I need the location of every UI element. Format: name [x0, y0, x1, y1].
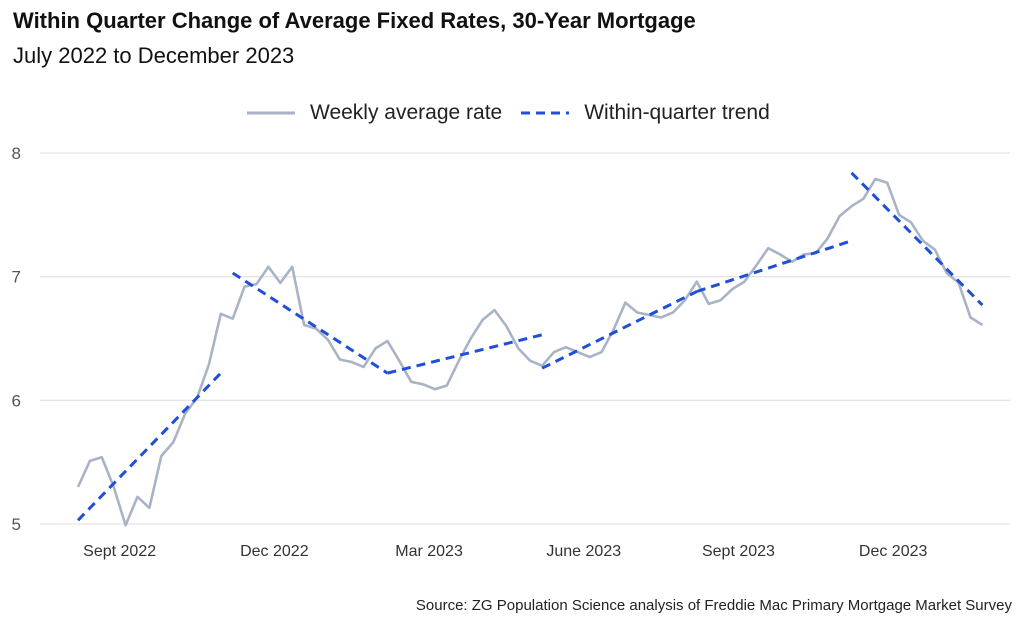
legend-swatch-weekly: [247, 111, 295, 115]
y-tick-label: 6: [12, 391, 21, 410]
series-line-within-quarter-trend: [76, 372, 222, 522]
legend-label-weekly: Weekly average rate: [310, 101, 503, 124]
x-tick-label: Dec 2023: [859, 543, 928, 560]
series-line-within-quarter-trend: [850, 171, 984, 307]
x-tick-label: Sept 2023: [702, 543, 775, 560]
source-note: Source: ZG Population Science analysis o…: [415, 597, 1012, 614]
series-line-within-quarter-trend: [541, 290, 698, 370]
y-tick-label: 8: [12, 144, 21, 163]
series-line-within-quarter-trend: [696, 239, 852, 293]
chart-title: Within Quarter Change of Average Fixed R…: [13, 8, 696, 33]
series-line-within-quarter-trend: [387, 333, 543, 375]
x-tick-label: Mar 2023: [395, 543, 463, 560]
legend-item-trend: Within-quarter trend: [520, 101, 770, 125]
x-tick-label: June 2023: [546, 543, 621, 560]
legend-item-weekly: Weekly average rate: [246, 101, 502, 125]
legend-swatch-trend: [521, 111, 570, 115]
series-line-within-quarter-trend: [231, 271, 389, 375]
x-tick-label: Dec 2022: [240, 543, 309, 560]
y-tick-label: 5: [12, 515, 21, 534]
chart-subtitle: July 2022 to December 2023: [13, 43, 295, 68]
y-tick-label: 7: [12, 268, 21, 287]
x-tick-label: Sept 2022: [83, 543, 156, 560]
legend-label-trend: Within-quarter trend: [584, 101, 770, 124]
series-line-weekly-average-rate: [76, 177, 984, 527]
chart-legend: Weekly average rate Within-quarter trend: [246, 101, 788, 125]
